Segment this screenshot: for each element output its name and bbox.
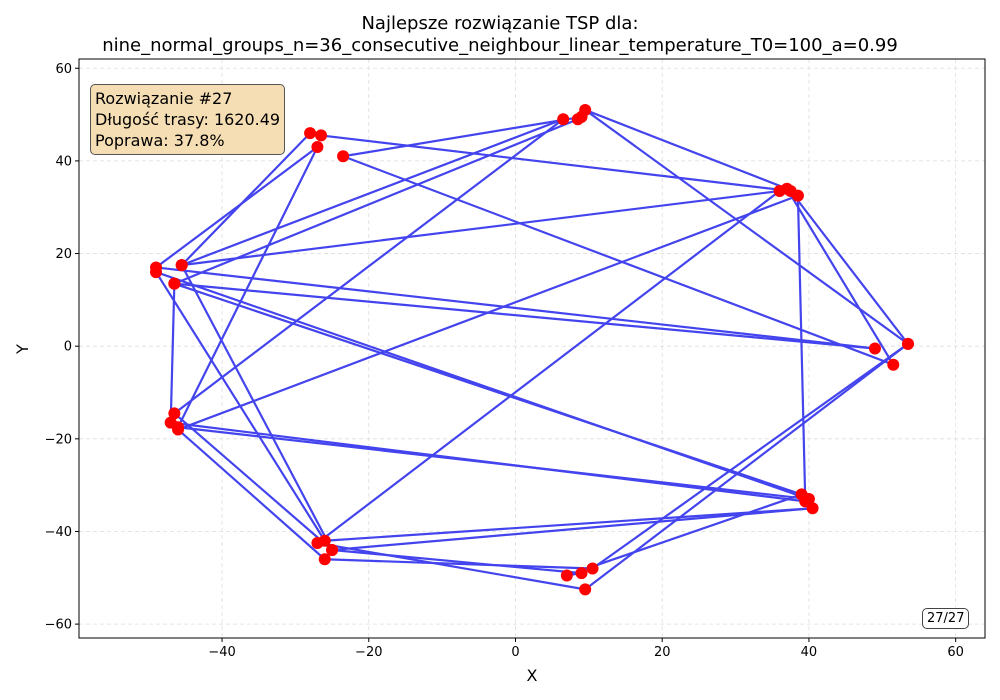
route-segment [154, 266, 877, 350]
route-segment [330, 548, 583, 575]
route-segment [330, 507, 814, 552]
route-segment [584, 108, 789, 190]
city-point [887, 358, 900, 371]
route-segment [154, 270, 326, 542]
city-point [168, 277, 181, 290]
plot-frame [78, 58, 986, 639]
route-segment [591, 342, 910, 570]
city-point [806, 502, 819, 515]
route-segment [341, 155, 895, 366]
y-tick-label: 60 [55, 62, 72, 77]
route-segment [584, 108, 910, 345]
tick-layer: −40 −20 0 20 40 60 −60 −40 −20 0 20 40 60 [45, 62, 964, 660]
route-segment [323, 558, 594, 570]
route-segment [180, 189, 781, 267]
city-point [901, 337, 914, 350]
route-segment [169, 282, 176, 424]
route-length: Długość trasy: 1620.49 [95, 110, 281, 129]
x-axis-label: X [527, 666, 538, 685]
chart-title-line-2: nine_normal_groups_n=36_consecutive_neig… [102, 35, 898, 56]
route-segment [180, 118, 565, 267]
y-tick-label: −20 [45, 432, 72, 447]
city-point [304, 127, 317, 140]
route-segment [173, 412, 334, 552]
city-point [579, 583, 592, 596]
route-segment [319, 134, 792, 193]
city-point [571, 113, 584, 126]
y-tick-label: 40 [55, 154, 72, 169]
route-segment [785, 187, 895, 366]
city-point [326, 543, 339, 556]
route-segment [173, 282, 803, 496]
x-tick-label: −40 [208, 645, 235, 660]
city-point [586, 562, 599, 575]
route-segment [180, 132, 312, 267]
city-layer [150, 103, 914, 596]
city-point [337, 150, 350, 163]
city-point [311, 141, 324, 154]
city-point [175, 259, 188, 272]
route-segment [316, 541, 587, 591]
chart-title-line-1: Najlepsze rozwiązanie TSP dla: [361, 13, 639, 34]
route-segment [323, 507, 814, 542]
x-tick-label: 40 [801, 645, 818, 660]
city-point [168, 407, 181, 420]
city-point [575, 567, 588, 580]
route-segment [173, 118, 565, 415]
route-segment [176, 145, 319, 429]
info-box: Rozwiązanie #27 Długość trasy: 1620.49 P… [90, 84, 286, 155]
solution-number: Rozwiązanie #27 [95, 89, 233, 108]
city-point [557, 113, 570, 126]
route-segment [796, 194, 807, 503]
city-point [560, 569, 573, 582]
frame-counter: 27/27 [922, 608, 970, 629]
route-segment [173, 282, 877, 350]
city-point [318, 553, 331, 566]
improvement: Poprawa: 37.8% [95, 131, 225, 150]
city-point [172, 421, 185, 434]
y-tick-label: 0 [64, 340, 72, 355]
route-segment [180, 264, 334, 552]
city-point [150, 266, 163, 279]
y-tick-label: −60 [45, 618, 72, 633]
x-tick-label: 20 [654, 645, 671, 660]
x-tick-label: 60 [947, 645, 964, 660]
route-segment [584, 342, 910, 591]
route-segment [789, 189, 910, 345]
y-axis-label: Y [13, 344, 32, 355]
y-tick-label: 20 [55, 247, 72, 262]
city-point [868, 342, 881, 355]
city-point [780, 182, 793, 195]
route-segment [565, 493, 803, 577]
route-segment [341, 115, 583, 158]
city-point [795, 488, 808, 501]
city-point [311, 537, 324, 550]
route-layer [154, 108, 910, 591]
x-tick-label: 0 [511, 645, 519, 660]
city-point [315, 129, 328, 142]
y-tick-label: −40 [45, 525, 72, 540]
city-point [791, 189, 804, 202]
route-segment [173, 118, 579, 285]
x-tick-label: −20 [355, 645, 382, 660]
route-segment [316, 189, 781, 545]
route-segment [176, 428, 326, 561]
route-segment [176, 426, 811, 501]
